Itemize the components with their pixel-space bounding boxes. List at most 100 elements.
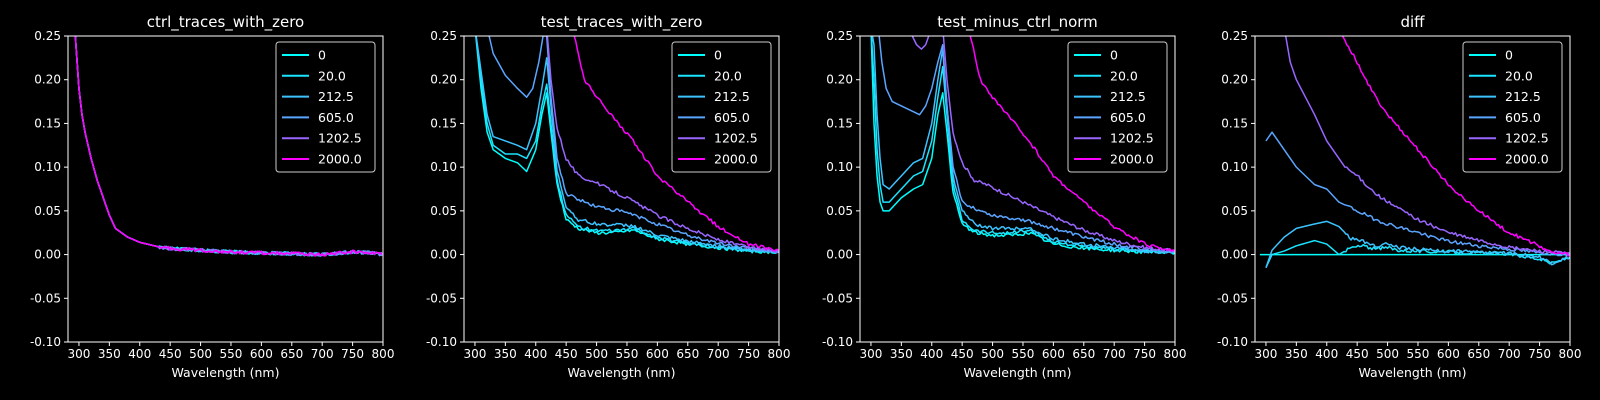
legend-label-605.0: 605.0 [714, 110, 750, 125]
series-line-20.0 [870, 36, 1175, 255]
series-line-605.0 [878, 36, 1175, 254]
y-tick-label: 0.15 [1221, 116, 1248, 130]
legend-label-0: 0 [318, 48, 326, 63]
x-axis-label: Wavelength (nm) [1359, 365, 1467, 380]
axes-frame [67, 35, 384, 343]
y-tick-label: 0.05 [1221, 204, 1248, 218]
y-tick-label: -0.05 [30, 291, 61, 305]
y-tick-label: 0.05 [34, 204, 61, 218]
x-tick-label: 550 [616, 347, 639, 361]
x-tick-label: 300 [1254, 347, 1277, 361]
x-tick-label: 800 [1164, 347, 1187, 361]
y-tick-label: 0.10 [430, 160, 457, 174]
series-line-2000.0 [573, 36, 779, 252]
axes-frame [859, 35, 1176, 343]
chart-panel-1: test_traces_with_zero 300 350 400 450 500 550 6… [426, 13, 791, 380]
x-tick-label: 300 [67, 347, 90, 361]
y-tick-label: 0.15 [826, 116, 853, 130]
legend-label-212.5: 212.5 [1505, 89, 1541, 104]
series-line-1202.5 [942, 36, 1175, 253]
x-tick-label: 650 [1467, 347, 1490, 361]
legend-label-1202.5: 1202.5 [1110, 131, 1154, 146]
x-axis-label: Wavelength (nm) [964, 365, 1072, 380]
legend: 0 20.0 212.5 605.0 1202.5 2000.0 [275, 41, 376, 173]
y-tick-label: 0.15 [34, 116, 61, 130]
x-tick-label: 800 [768, 347, 791, 361]
x-tick-label: 500 [585, 347, 608, 361]
y-tick-label: 0.25 [34, 29, 61, 43]
legend-box [275, 41, 376, 173]
y-tick-label: 0.10 [1221, 160, 1248, 174]
legend-label-2000.0: 2000.0 [1505, 152, 1549, 167]
x-tick-label: 600 [646, 347, 669, 361]
legend-label-212.5: 212.5 [1110, 89, 1146, 104]
x-tick-label: 800 [1559, 347, 1582, 361]
x-tick-label: 500 [1376, 347, 1399, 361]
x-tick-label: 450 [951, 347, 974, 361]
series-line-2000.0 [969, 36, 1175, 252]
series-line-212.5 [871, 36, 1175, 255]
y-tick-label: 0.00 [430, 248, 457, 262]
x-tick-label: 450 [159, 347, 182, 361]
x-tick-label: 300 [859, 347, 882, 361]
chart-title: ctrl_traces_with_zero [147, 13, 304, 32]
chart-title: diff [1400, 13, 1425, 31]
x-tick-label: 750 [341, 347, 364, 361]
x-tick-label: 700 [1498, 347, 1521, 361]
legend-label-605.0: 605.0 [318, 110, 354, 125]
chart-title: test_minus_ctrl_norm [937, 13, 1098, 32]
y-tick-label: 0.00 [34, 248, 61, 262]
legend-label-1202.5: 1202.5 [1505, 131, 1549, 146]
x-tick-label: 350 [1285, 347, 1308, 361]
x-tick-label: 650 [1072, 347, 1095, 361]
y-tick-label: 0.20 [826, 73, 853, 87]
series-line-1202.5 [546, 36, 779, 253]
x-tick-label: 500 [981, 347, 1004, 361]
y-tick-label: -0.05 [426, 291, 457, 305]
y-tick-label: 0.25 [826, 29, 853, 43]
x-tick-label: 400 [920, 347, 943, 361]
y-tick-label: 0.25 [1221, 29, 1248, 43]
x-tick-label: 550 [1012, 347, 1035, 361]
legend-box [1462, 41, 1563, 173]
x-tick-label: 700 [707, 347, 730, 361]
legend-box [671, 41, 772, 173]
series-line-605.0 [488, 36, 779, 253]
legend-label-212.5: 212.5 [714, 89, 750, 104]
x-tick-label: 700 [1103, 347, 1126, 361]
legend: 0 20.0 212.5 605.0 1202.5 2000.0 [1462, 41, 1563, 173]
x-tick-label: 550 [1407, 347, 1430, 361]
x-tick-label: 450 [555, 347, 578, 361]
legend-label-20.0: 20.0 [1110, 68, 1138, 83]
legend: 0 20.0 212.5 605.0 1202.5 2000.0 [1067, 41, 1168, 173]
chart-panel-0: ctrl_traces_with_zero 300 350 400 450 500 550 6… [30, 13, 395, 380]
x-tick-label: 350 [494, 347, 517, 361]
legend-label-0: 0 [714, 48, 722, 63]
x-axis-label: Wavelength (nm) [172, 365, 280, 380]
legend: 0 20.0 212.5 605.0 1202.5 2000.0 [671, 41, 772, 173]
y-tick-label: 0.20 [34, 73, 61, 87]
y-tick-label: -0.10 [30, 335, 61, 349]
chart-panel-2: test_minus_ctrl_norm 300 350 400 450 500 550 60… [822, 13, 1187, 380]
legend-label-0: 0 [1505, 48, 1513, 63]
series-group-0 [74, 36, 383, 257]
x-tick-label: 700 [311, 347, 334, 361]
y-tick-label: 0.00 [826, 248, 853, 262]
x-tick-label: 400 [1315, 347, 1338, 361]
series-line-1202.5 [911, 36, 930, 50]
y-tick-label: -0.05 [1217, 291, 1248, 305]
series-group-3 [1259, 36, 1570, 269]
x-tick-label: 600 [1042, 347, 1065, 361]
y-tick-label: 0.10 [34, 160, 61, 174]
y-tick-label: 0.25 [430, 29, 457, 43]
x-tick-label: 550 [220, 347, 243, 361]
x-tick-label: 600 [1437, 347, 1460, 361]
x-tick-label: 350 [98, 347, 121, 361]
chart-title: test_traces_with_zero [541, 13, 703, 32]
legend-label-20.0: 20.0 [714, 68, 742, 83]
legend-label-212.5: 212.5 [318, 89, 354, 104]
x-tick-label: 400 [128, 347, 151, 361]
y-tick-label: 0.20 [430, 73, 457, 87]
